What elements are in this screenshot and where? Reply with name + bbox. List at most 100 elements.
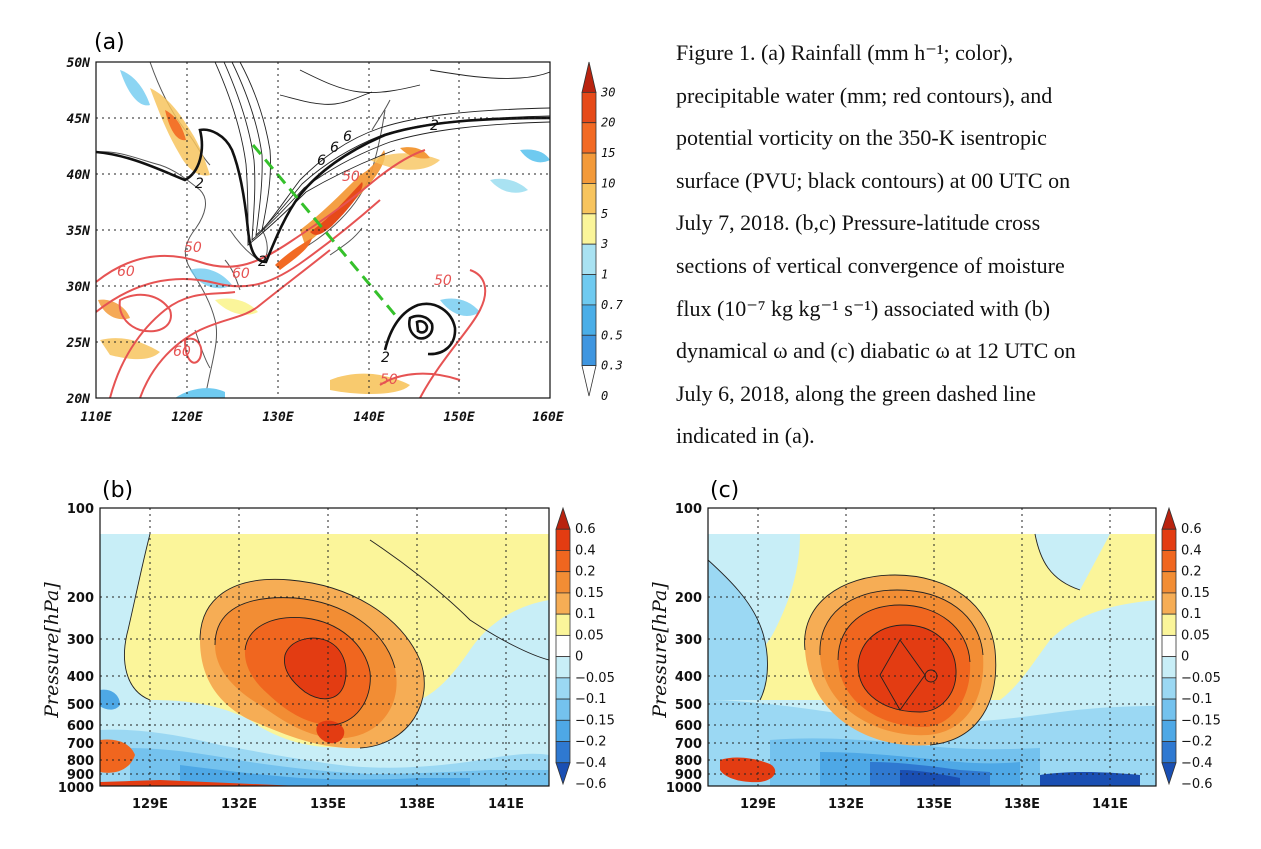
svg-text:700: 700 (67, 737, 94, 752)
svg-text:30N: 30N (66, 280, 91, 295)
svg-text:120E: 120E (171, 410, 202, 425)
colorbar-label: −0.1 (575, 692, 607, 707)
colorbar-swatch (581, 91, 597, 124)
colorbar-swatch (555, 528, 571, 551)
colorbar-label: 3 (600, 237, 608, 251)
colorbar-swatch (555, 613, 571, 636)
colorbar-swatch (1161, 506, 1177, 530)
figure-caption: Figure 1. (a) Rainfall (mm h⁻¹; color), p… (676, 32, 1236, 458)
svg-text:800: 800 (67, 754, 94, 769)
colorbar-swatch (1161, 698, 1177, 721)
colorbar-label: 5 (601, 207, 608, 221)
colorbar-label: −0.15 (1181, 713, 1221, 728)
caption-line: July 6, 2018, along the green dashed lin… (676, 380, 1036, 406)
colorbar-swatch (1161, 528, 1177, 551)
svg-text:1000: 1000 (58, 781, 94, 796)
panel-b: (b) (41, 478, 615, 812)
panel-a-lat-ticks: 50N 45N 40N 35N 30N 25N 20N (66, 56, 91, 407)
svg-text:110E: 110E (80, 410, 111, 425)
svg-text:129E: 129E (132, 797, 168, 812)
colorbar-swatch (555, 698, 571, 721)
colorbar-swatch (1161, 571, 1177, 594)
colorbar-swatch (555, 762, 571, 786)
colorbar-swatch (581, 365, 597, 397)
svg-text:25N: 25N (66, 336, 91, 351)
colorbar-label: 0.05 (575, 628, 604, 643)
panel-c-gridlines (708, 508, 1156, 786)
colorbar-swatch (1161, 741, 1177, 764)
svg-text:141E: 141E (1092, 797, 1128, 812)
rainfall-shading (98, 70, 550, 398)
colorbar-label: 0.1 (1181, 607, 1202, 622)
svg-text:900: 900 (67, 768, 94, 783)
svg-text:132E: 132E (221, 797, 257, 812)
colorbar-label: 0.2 (575, 565, 596, 580)
svg-text:40N: 40N (67, 168, 91, 183)
colorbar-swatch (555, 550, 571, 573)
colorbar-label: 0.6 (1181, 522, 1202, 537)
colorbar-label: 10 (601, 176, 615, 190)
colorbar-swatch (555, 571, 571, 594)
colorbar-label: 0.2 (1181, 565, 1202, 580)
colorbar-swatch (555, 634, 571, 658)
colorbar-swatch (1161, 613, 1177, 636)
colorbar-swatch (555, 677, 571, 700)
colorbar-swatch (581, 243, 597, 275)
svg-text:800: 800 (675, 754, 702, 769)
svg-text:2: 2 (381, 350, 390, 366)
colorbar-label: −0.1 (1181, 692, 1213, 707)
colorbar-swatch (581, 183, 597, 215)
svg-text:50: 50 (380, 372, 398, 388)
panel-b-lon-ticks: 129E 132E 135E 138E 141E (132, 797, 524, 812)
svg-text:700: 700 (675, 737, 702, 752)
svg-text:300: 300 (675, 633, 702, 648)
svg-text:600: 600 (675, 719, 702, 734)
caption-line: July 7, 2018. (b,c) Pressure-latitude cr… (676, 210, 1041, 236)
colorbar-label: −0.05 (575, 671, 615, 686)
svg-text:6: 6 (330, 140, 339, 156)
svg-text:132E: 132E (828, 797, 864, 812)
svg-text:50: 50 (184, 240, 202, 256)
panel-b-gridlines (100, 508, 549, 786)
colorbar-swatch (581, 213, 597, 245)
pw-contour-labels: 50 60 60 60 50 50 50 (117, 169, 452, 388)
colorbar-swatch (581, 304, 597, 336)
svg-text:600: 600 (67, 719, 94, 734)
svg-text:50N: 50N (67, 56, 91, 71)
svg-text:60: 60 (232, 266, 250, 282)
colorbar-label: 15 (601, 146, 615, 160)
pv-2-contour (96, 116, 550, 356)
svg-text:160E: 160E (532, 410, 563, 425)
panel-b-field (100, 508, 549, 786)
colorbar-label: −0.05 (1181, 671, 1221, 686)
svg-text:138E: 138E (1004, 797, 1040, 812)
colorbar-label: 0.4 (1181, 543, 1202, 558)
panel-b-ylabel: Pressure[hPa] (41, 582, 63, 719)
svg-text:200: 200 (675, 591, 702, 606)
colorbar-swatch (1161, 634, 1177, 658)
svg-text:135E: 135E (310, 797, 346, 812)
panel-c-colorbar: 0.6 0.4 0.2 0.15 0.1 0.05 0 −0.05 −0.1 −0.15 −0.2 −… (1161, 506, 1221, 792)
svg-text:50: 50 (342, 169, 360, 185)
colorbar-label: −0.15 (575, 713, 615, 728)
svg-text:150E: 150E (443, 410, 474, 425)
colorbar-label: −0.2 (575, 735, 607, 750)
svg-text:2: 2 (258, 254, 267, 270)
colorbar-swatch (1161, 656, 1177, 679)
colorbar-swatch (1161, 762, 1177, 786)
svg-text:400: 400 (67, 670, 94, 685)
panel-a-gridlines (96, 62, 550, 398)
colorbar-swatch (1161, 592, 1177, 615)
panel-c-lon-ticks: 129E 132E 135E 138E 141E (740, 797, 1128, 812)
svg-text:45N: 45N (67, 112, 91, 127)
svg-text:200: 200 (67, 591, 94, 606)
colorbar-swatch (555, 656, 571, 679)
svg-text:60: 60 (117, 264, 135, 280)
caption-line: sections of vertical convergence of mois… (676, 252, 1065, 278)
panel-a: (a) (66, 30, 624, 425)
colorbar-label: −0.6 (575, 777, 607, 792)
caption-line: surface (PVU; black contours) at 00 UTC … (676, 167, 1071, 193)
panel-b-frame (99, 507, 550, 787)
colorbar-swatch (555, 719, 571, 742)
colorbar-label: 1 (601, 268, 608, 282)
